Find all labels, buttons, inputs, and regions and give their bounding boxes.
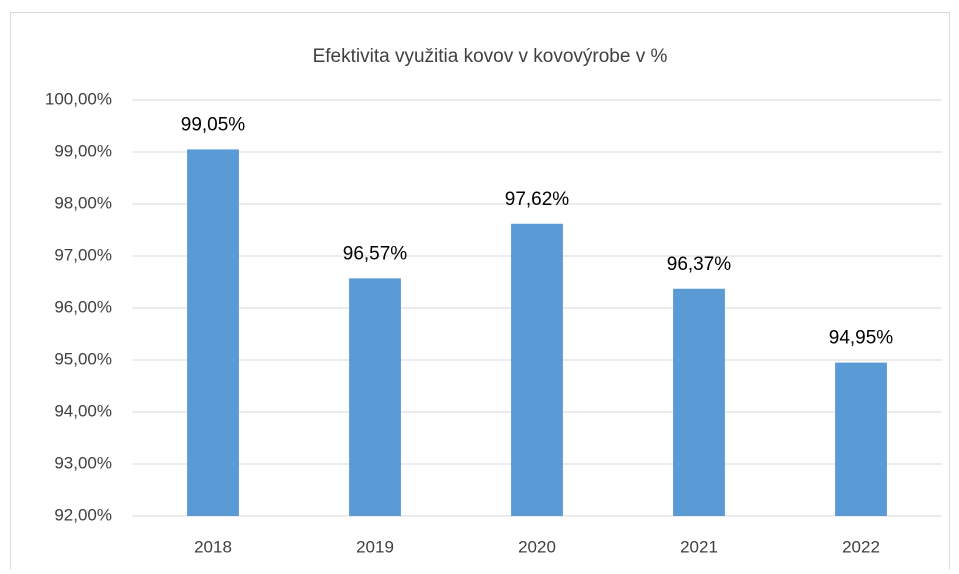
y-tick-label: 96,00% <box>54 297 112 316</box>
y-tick-label: 100,00% <box>45 89 112 108</box>
bar <box>673 288 725 516</box>
bar <box>835 362 887 516</box>
y-tick-label: 94,00% <box>54 401 112 420</box>
y-tick-label: 98,00% <box>54 193 112 212</box>
x-tick-label: 2019 <box>356 537 394 556</box>
data-label: 97,62% <box>505 189 570 210</box>
y-tick-label: 92,00% <box>54 505 112 524</box>
y-tick-label: 97,00% <box>54 245 112 264</box>
x-tick-label: 2022 <box>842 537 880 556</box>
data-label: 99,05% <box>181 114 246 135</box>
y-tick-label: 95,00% <box>54 349 112 368</box>
x-tick-label: 2018 <box>194 537 232 556</box>
data-label: 96,57% <box>343 243 408 264</box>
x-tick-label: 2021 <box>680 537 718 556</box>
y-tick-label: 93,00% <box>54 453 112 472</box>
bar <box>511 223 563 516</box>
data-label: 94,95% <box>829 328 894 349</box>
bar <box>187 149 239 516</box>
chart-frame <box>10 12 950 573</box>
bar <box>349 278 401 516</box>
chart-title: Efektivita využitia kovov v kovovýrobe v… <box>313 46 668 67</box>
x-tick-label: 2020 <box>518 537 556 556</box>
y-tick-label: 99,00% <box>54 141 112 160</box>
data-label: 96,37% <box>667 254 732 275</box>
